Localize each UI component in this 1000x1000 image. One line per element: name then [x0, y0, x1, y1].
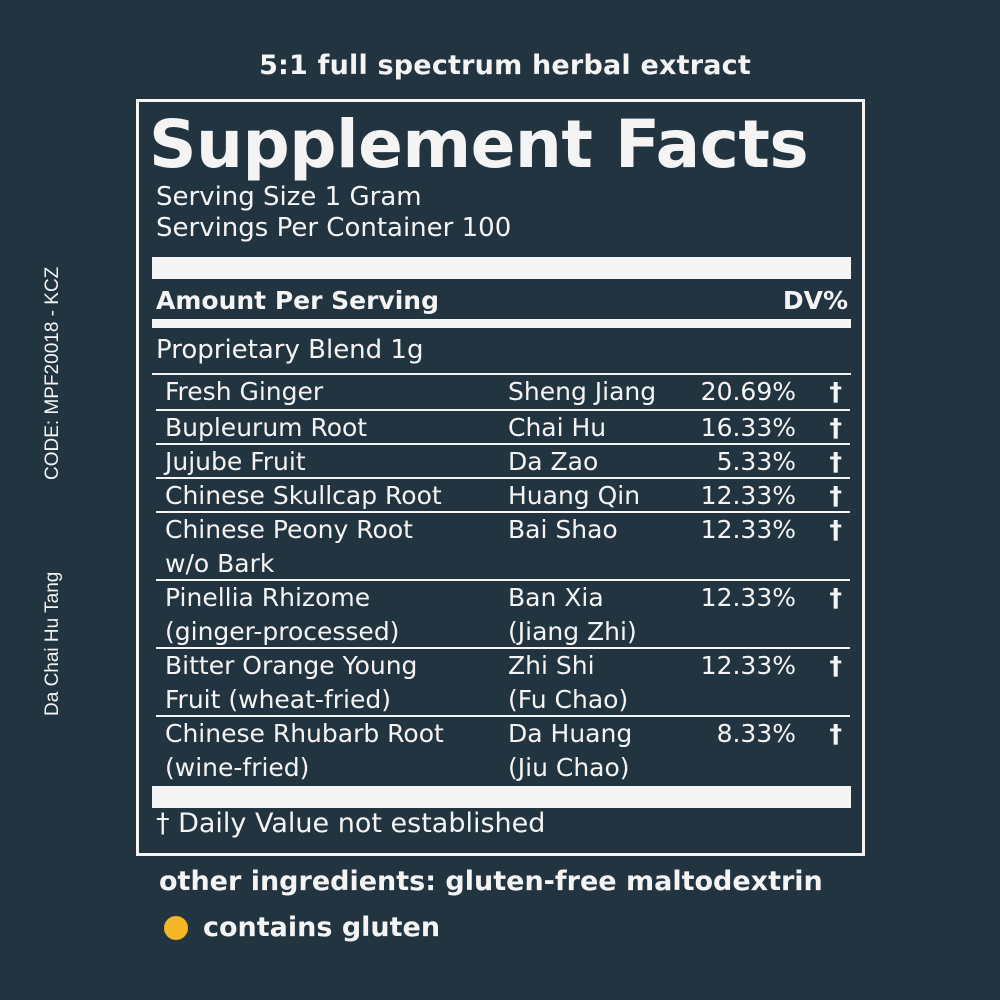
dagger-mark: † — [829, 719, 843, 748]
daily-value-header: DV% — [782, 286, 848, 315]
ingredient-row: Bitter Orange Young Fruit (wheat-fried) … — [156, 649, 850, 717]
ingredient-name: Fresh Ginger — [165, 377, 324, 406]
ingredient-row: Pinellia Rhizome (ginger-processed) Ban … — [156, 581, 850, 649]
ingredient-row: Chinese Rhubarb Root (wine-fried) Da Hua… — [156, 717, 850, 787]
gluten-notice: contains gluten — [164, 912, 440, 943]
ingredient-pinyin: Sheng Jiang — [508, 377, 657, 406]
daily-value-footnote: † Daily Value not established — [156, 808, 546, 839]
dagger-mark: † — [829, 377, 843, 406]
other-ingredients: other ingredients: gluten-free maltodext… — [159, 866, 823, 897]
ingredient-pinyin: Huang Qin — [508, 481, 641, 510]
ingredient-row: Fresh Ginger Sheng Jiang 20.69% † — [156, 375, 850, 411]
divider-bar — [152, 319, 851, 328]
ingredient-row: Chinese Skullcap Root Huang Qin 12.33% † — [156, 479, 850, 513]
ingredient-percent: 12.33% — [700, 481, 796, 510]
divider-bar — [152, 257, 851, 279]
ingredient-row: Bupleurum Root Chai Hu 16.33% † — [156, 411, 850, 445]
dagger-mark: † — [829, 413, 843, 442]
gluten-label: contains gluten — [203, 912, 441, 943]
amount-per-serving-header: Amount Per Serving — [156, 286, 439, 315]
ingredient-percent: 5.33% — [716, 447, 796, 476]
product-tagline: 5:1 full spectrum herbal extract — [259, 50, 751, 81]
ingredient-name: Chinese Peony Root w/o Bark — [165, 515, 413, 578]
ingredient-pinyin: Chai Hu — [508, 413, 607, 442]
ingredient-name: Chinese Rhubarb Root (wine-fried) — [165, 719, 444, 782]
servings-per-container: Servings Per Container 100 — [156, 213, 512, 243]
ingredient-row: Jujube Fruit Da Zao 5.33% † — [156, 445, 850, 479]
ingredient-name: Pinellia Rhizome (ginger-processed) — [165, 583, 400, 646]
dagger-mark: † — [829, 515, 843, 544]
dagger-mark: † — [829, 447, 843, 476]
ingredient-percent: 12.33% — [700, 515, 796, 544]
serving-size: Serving Size 1 Gram — [156, 182, 422, 212]
ingredient-name: Jujube Fruit — [165, 447, 306, 476]
panel-title: Supplement Facts — [149, 106, 809, 183]
ingredient-pinyin: Da Huang (Jiu Chao) — [508, 719, 633, 782]
divider-rule — [152, 373, 851, 375]
ingredient-percent: 12.33% — [700, 651, 796, 680]
ingredient-percent: 12.33% — [700, 583, 796, 612]
dagger-mark: † — [829, 583, 843, 612]
ingredient-pinyin: Zhi Shi (Fu Chao) — [508, 651, 629, 714]
ingredient-pinyin: Bai Shao — [508, 515, 618, 544]
ingredient-name: Bupleurum Root — [165, 413, 368, 442]
product-code: CODE: MPF20018 - KCZ — [42, 266, 63, 480]
ingredient-row: Chinese Peony Root w/o Bark Bai Shao 12.… — [156, 513, 850, 581]
yellow-dot-icon — [164, 915, 188, 940]
ingredient-name: Chinese Skullcap Root — [165, 481, 442, 510]
ingredient-list: Fresh Ginger Sheng Jiang 20.69% † Bupleu… — [156, 375, 850, 787]
ingredient-pinyin: Ban Xia (Jiang Zhi) — [508, 583, 637, 646]
divider-bar — [152, 786, 851, 808]
supplement-facts-panel: Supplement Facts Serving Size 1 Gram Ser… — [136, 99, 865, 856]
ingredient-percent: 16.33% — [700, 413, 796, 442]
ingredient-pinyin: Da Zao — [508, 447, 599, 476]
ingredient-name: Bitter Orange Young Fruit (wheat-fried) — [165, 651, 418, 714]
formula-name: Da Chai Hu Tang — [42, 571, 63, 716]
ingredient-percent: 20.69% — [700, 377, 796, 406]
dagger-mark: † — [829, 481, 843, 510]
proprietary-blend-title: Proprietary Blend 1g — [156, 335, 424, 365]
dagger-mark: † — [829, 651, 843, 680]
ingredient-percent: 8.33% — [716, 719, 796, 748]
